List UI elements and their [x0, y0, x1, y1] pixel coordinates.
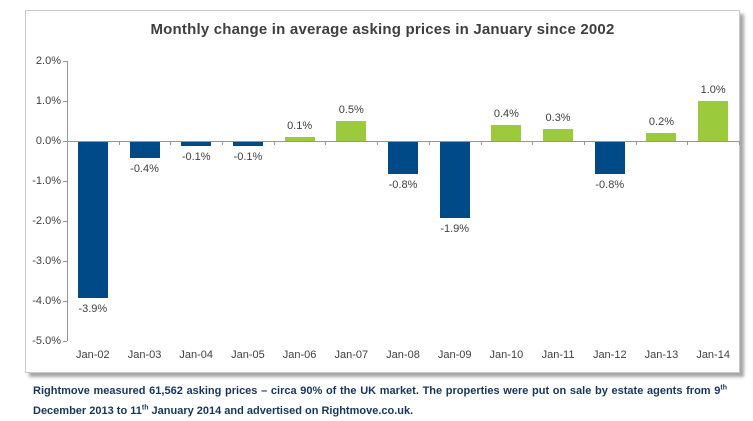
y-axis-line	[67, 61, 68, 341]
footer-text-1: Rightmove measured 61,562 asking prices …	[33, 385, 721, 397]
y-axis-tick	[63, 141, 67, 142]
y-axis-tick-label: 0.0%	[35, 135, 61, 147]
x-axis-category-label: Jan-13	[644, 349, 679, 361]
bar-jan-10	[491, 125, 522, 141]
bar-value-label: 0.4%	[493, 108, 519, 120]
bar-jan-02	[77, 142, 108, 298]
x-axis-category-label: Jan-06	[282, 349, 317, 361]
x-axis-tick	[170, 141, 172, 145]
bar-value-label: 0.1%	[287, 120, 313, 132]
x-axis-tick	[118, 141, 120, 145]
x-axis-category-label: Jan-02	[76, 349, 110, 361]
x-axis-tick	[273, 141, 275, 145]
x-axis-category-label: Jan-14	[696, 349, 730, 361]
bar-jan-08	[388, 142, 418, 174]
x-axis-category-label: Jan-11	[541, 349, 575, 361]
bar-jan-13	[646, 133, 677, 141]
bar-jan-05	[232, 142, 263, 146]
y-axis-tick-label: -3.0%	[32, 255, 61, 267]
y-axis-tick-label: -5.0%	[32, 335, 61, 347]
bar-jan-14	[698, 101, 729, 141]
y-axis-tick-label: 1.0%	[35, 95, 61, 107]
y-axis-tick	[63, 221, 67, 222]
x-axis-tick	[532, 141, 534, 145]
x-axis-tick	[222, 141, 224, 145]
x-axis-tick	[687, 141, 689, 145]
bar-value-label: -0.8%	[595, 179, 625, 191]
bar-jan-04	[181, 142, 212, 146]
chart-panel: Monthly change in average asking prices …	[25, 10, 740, 373]
y-axis-tick	[63, 181, 67, 182]
bar-value-label: 0.5%	[338, 104, 364, 116]
bar-jan-06	[284, 137, 315, 141]
bar-value-label: -1.9%	[440, 223, 470, 235]
x-axis-category-label: Jan-05	[231, 349, 265, 361]
bar-value-label: 0.3%	[545, 112, 571, 124]
bar-value-label: 0.2%	[648, 116, 674, 128]
x-axis-tick	[428, 141, 430, 145]
x-axis-tick	[377, 141, 379, 145]
y-axis-tick-label: 2.0%	[35, 55, 61, 67]
y-axis-tick	[63, 341, 67, 342]
x-axis-tick	[583, 141, 585, 145]
x-axis-line	[67, 141, 739, 142]
bar-jan-12	[594, 142, 625, 174]
bar-value-label: -0.8%	[388, 179, 418, 191]
y-axis-tick	[63, 101, 67, 102]
x-axis-tick	[739, 141, 740, 145]
footer-superscript-2: th	[141, 404, 149, 412]
footer-text-2: December 2013 to 11	[33, 405, 142, 417]
footer-text-3: January 2014 and advertised on Rightmove…	[148, 405, 414, 417]
x-axis-tick	[67, 141, 68, 145]
bar-value-label: -3.9%	[78, 303, 108, 315]
bar-value-label: -0.1%	[181, 151, 211, 163]
x-axis-tick	[480, 141, 482, 145]
bar-jan-07	[336, 121, 367, 141]
x-axis-category-label: Jan-08	[386, 349, 420, 361]
bar-value-label: -0.1%	[233, 151, 263, 163]
y-axis-tick-label: -4.0%	[32, 295, 61, 307]
bar-jan-11	[543, 129, 574, 141]
plot-area: 2.0% 1.0% 0.0% -1.0% -2.0% -3.0% -4.0% -5.0% -3.…	[26, 11, 740, 372]
x-axis-category-label: Jan-10	[489, 349, 524, 361]
bar-jan-03	[129, 142, 160, 158]
x-axis-tick	[635, 141, 637, 145]
bar-jan-09	[439, 142, 470, 218]
footer-caption: Rightmove measured 61,562 asking prices …	[33, 381, 727, 421]
y-axis-tick-label: -1.0%	[32, 175, 61, 187]
chart-title: Monthly change in average asking prices …	[150, 21, 615, 38]
y-axis-tick	[63, 61, 67, 62]
x-axis-tick	[325, 141, 327, 145]
footer-superscript-1: th	[720, 384, 727, 392]
y-axis-tick-label: -2.0%	[32, 215, 61, 227]
x-axis-category-label: Jan-09	[437, 349, 472, 361]
x-axis-category-label: Jan-03	[127, 349, 162, 361]
bar-value-label: 1.0%	[700, 84, 726, 96]
x-axis-category-label: Jan-07	[334, 349, 369, 361]
y-axis-tick	[63, 301, 67, 302]
bar-value-label: -0.4%	[130, 163, 159, 175]
x-axis-category-label: Jan-04	[179, 349, 214, 361]
y-axis-tick	[63, 261, 67, 262]
x-axis-category-label: Jan-12	[592, 349, 627, 361]
